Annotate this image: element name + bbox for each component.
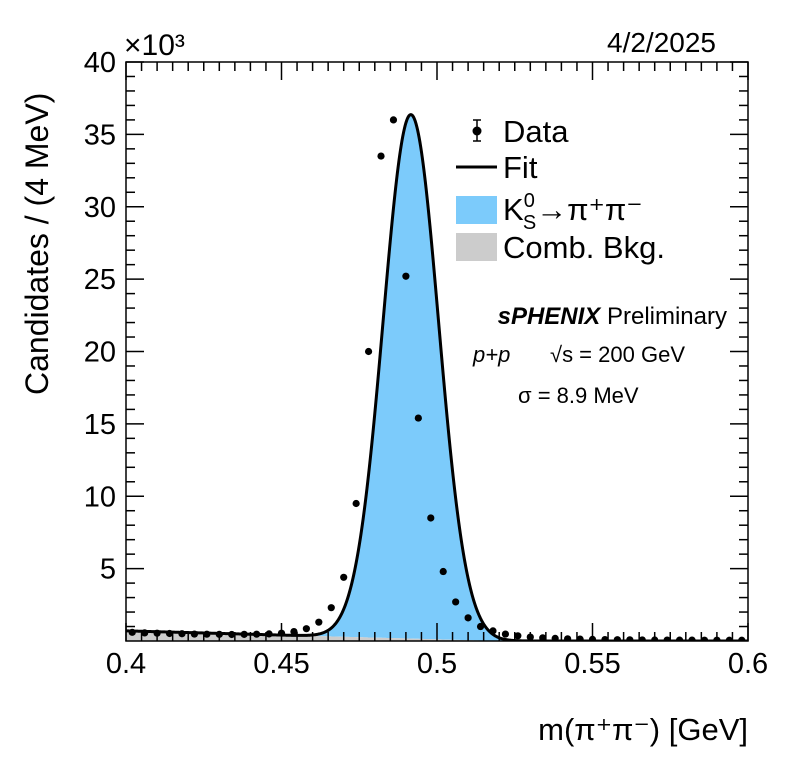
data-point [290, 627, 298, 636]
y-axis-ticks: 5 10 15 20 25 30 35 40 [84, 47, 748, 628]
legend-entry-background: Comb. Bkg. [456, 230, 665, 265]
data-point [315, 618, 323, 626]
x-tick-label: 0.55 [564, 648, 620, 680]
data-point [688, 636, 696, 641]
data-point [327, 604, 335, 612]
legend-background-label: Comb. Bkg. [503, 230, 665, 265]
data-point [228, 630, 236, 639]
x-axis-ticks: 0.4 0.45 0.5 0.55 0.6 [106, 62, 768, 680]
data-point [128, 628, 136, 636]
data-point [377, 152, 385, 160]
data-point [601, 635, 609, 641]
legend-signal-swatch [456, 196, 497, 224]
data-point [203, 630, 211, 638]
legend: Data Fit K0 S→π⁺π⁻ Comb. Bkg. [456, 114, 665, 265]
legend-entry-fit: Fit [456, 150, 538, 185]
x-tick-label: 0.4 [106, 648, 146, 680]
y-tick-label: 30 [84, 192, 116, 224]
x-tick-label: 0.6 [728, 648, 768, 680]
data-point [141, 629, 149, 637]
legend-entry-data: Data [472, 114, 569, 149]
data-point [165, 629, 174, 638]
data-point [539, 634, 547, 641]
annotation-block: sPHENIX Preliminary p+p √s = 200 GeV σ =… [472, 303, 727, 408]
data-point [626, 636, 634, 641]
legend-background-swatch [456, 233, 497, 261]
y-tick-label: 25 [84, 264, 116, 296]
data-point [576, 635, 584, 641]
legend-fit-label: Fit [503, 150, 538, 185]
data-point [700, 636, 709, 641]
data-point [476, 622, 485, 631]
data-point [514, 632, 522, 640]
resolution-label: σ = 8.9 MeV [518, 383, 639, 408]
y-tick-label: 10 [84, 481, 116, 513]
data-point [178, 630, 186, 638]
data-point [340, 573, 348, 581]
data-point [302, 625, 310, 633]
y-tick-label: 5 [100, 554, 116, 586]
data-point [464, 614, 472, 622]
data-point [452, 598, 460, 606]
x-tick-label: 0.5 [417, 648, 457, 680]
data-point [663, 636, 671, 641]
data-point [253, 630, 261, 638]
y-tick-label: 35 [84, 119, 116, 151]
date-label: 4/2/2025 [607, 27, 716, 58]
data-point [489, 627, 497, 635]
data-point [240, 630, 248, 638]
x-tick-label: 0.45 [253, 648, 309, 680]
data-point [439, 567, 447, 576]
energy-label: √s = 200 GeV [550, 342, 685, 367]
x-axis-title: m(π⁺π⁻) [GeV] [538, 712, 748, 747]
legend-entry-signal: K0 S→π⁺π⁻ [456, 190, 643, 234]
legend-signal-label: K0 S→π⁺π⁻ [503, 190, 643, 234]
data-point [352, 499, 360, 508]
collision-label: p+p [472, 342, 510, 367]
data-point [265, 630, 273, 638]
data-point [675, 636, 684, 641]
y-multiplier: ×10³ [124, 29, 185, 62]
y-tick-label: 15 [84, 409, 116, 441]
y-tick-label: 20 [84, 337, 116, 369]
y-tick-label: 40 [84, 47, 116, 79]
data-point [364, 347, 373, 356]
signal-area [297, 114, 525, 641]
legend-data-label: Data [503, 114, 569, 149]
data-point [389, 116, 398, 124]
data-point [501, 630, 510, 638]
data-point [564, 635, 572, 641]
data-point [725, 636, 733, 641]
data-point [402, 272, 410, 280]
data-point [190, 630, 199, 638]
data-point [613, 636, 621, 641]
experiment-label: sPHENIX Preliminary [498, 303, 727, 330]
legend-data-marker [472, 126, 482, 136]
data-point [638, 636, 646, 641]
data-point [551, 634, 559, 641]
data-point [427, 514, 435, 522]
data-point [414, 414, 422, 422]
data-point [738, 636, 746, 641]
data-points [128, 116, 746, 641]
y-axis-title: Candidates / (4 MeV) [19, 93, 55, 395]
